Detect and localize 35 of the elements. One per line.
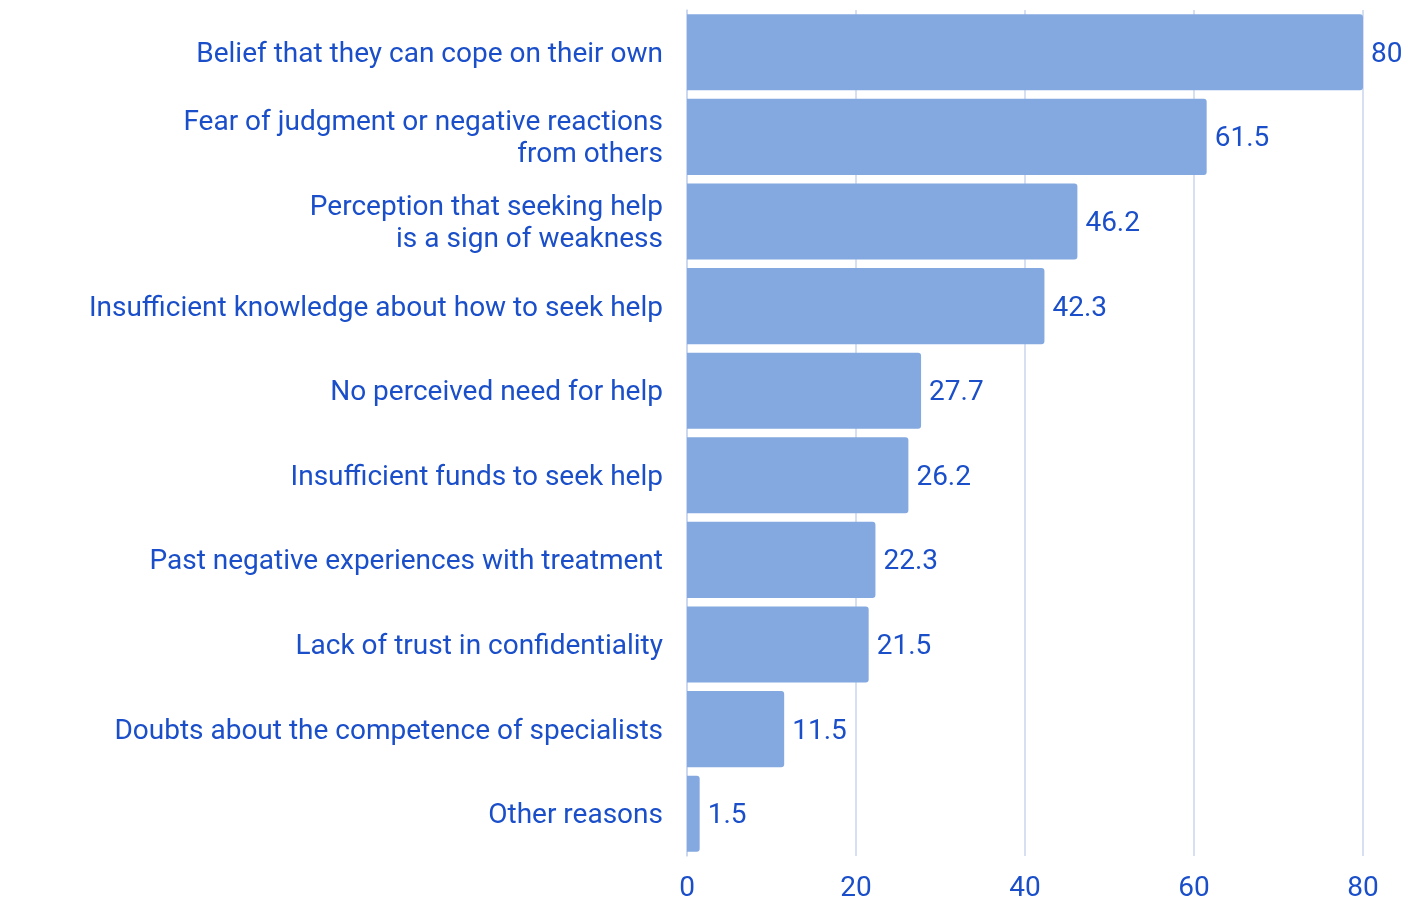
y-tick-label: No perceived need for help xyxy=(330,374,663,408)
bar xyxy=(687,606,869,683)
data-label: 46.2 xyxy=(1085,205,1140,238)
x-tick-label: 80 xyxy=(1347,869,1379,900)
y-tick-label: Other reasons xyxy=(488,797,663,831)
data-label: 80 xyxy=(1371,35,1403,69)
x-tick-label: 0 xyxy=(679,869,695,900)
bar xyxy=(687,14,1363,91)
x-tick-label: 20 xyxy=(840,869,872,900)
data-label: 22.3 xyxy=(883,543,939,577)
x-tick-label: 60 xyxy=(1178,869,1210,900)
bar xyxy=(687,691,785,768)
bar xyxy=(687,521,876,598)
y-tick-label: Past negative experiences with treatment xyxy=(149,543,663,577)
data-label: 61.5 xyxy=(1214,120,1270,154)
y-tick-label: Insufficient knowledge about how to seek help xyxy=(88,289,663,323)
data-label: 26.2 xyxy=(916,458,971,492)
y-tick-label: Fear of judgment or negative reactions from others xyxy=(183,104,663,170)
y-tick-label: Perception that seeking help is a sign of weakness xyxy=(309,189,663,254)
y-tick-label: Lack of trust in confidentiality xyxy=(295,628,663,661)
data-label: 11.5 xyxy=(792,712,847,746)
y-tick-label: Doubts about the competence of specialists xyxy=(114,712,663,746)
bar xyxy=(687,98,1207,175)
data-label: 1.5 xyxy=(707,797,747,831)
bar xyxy=(687,775,700,852)
y-tick-label: Belief that they can cope on their own xyxy=(196,35,663,69)
bar xyxy=(687,183,1078,260)
bar xyxy=(687,268,1045,345)
bar xyxy=(687,352,922,429)
y-tick-label: Insufficient funds to seek help xyxy=(290,458,663,492)
x-tick-label: 40 xyxy=(1009,869,1041,900)
data-label: 27.7 xyxy=(929,374,984,408)
data-label: 21.5 xyxy=(876,628,932,661)
bar xyxy=(687,437,909,514)
data-label: 42.3 xyxy=(1052,289,1108,323)
